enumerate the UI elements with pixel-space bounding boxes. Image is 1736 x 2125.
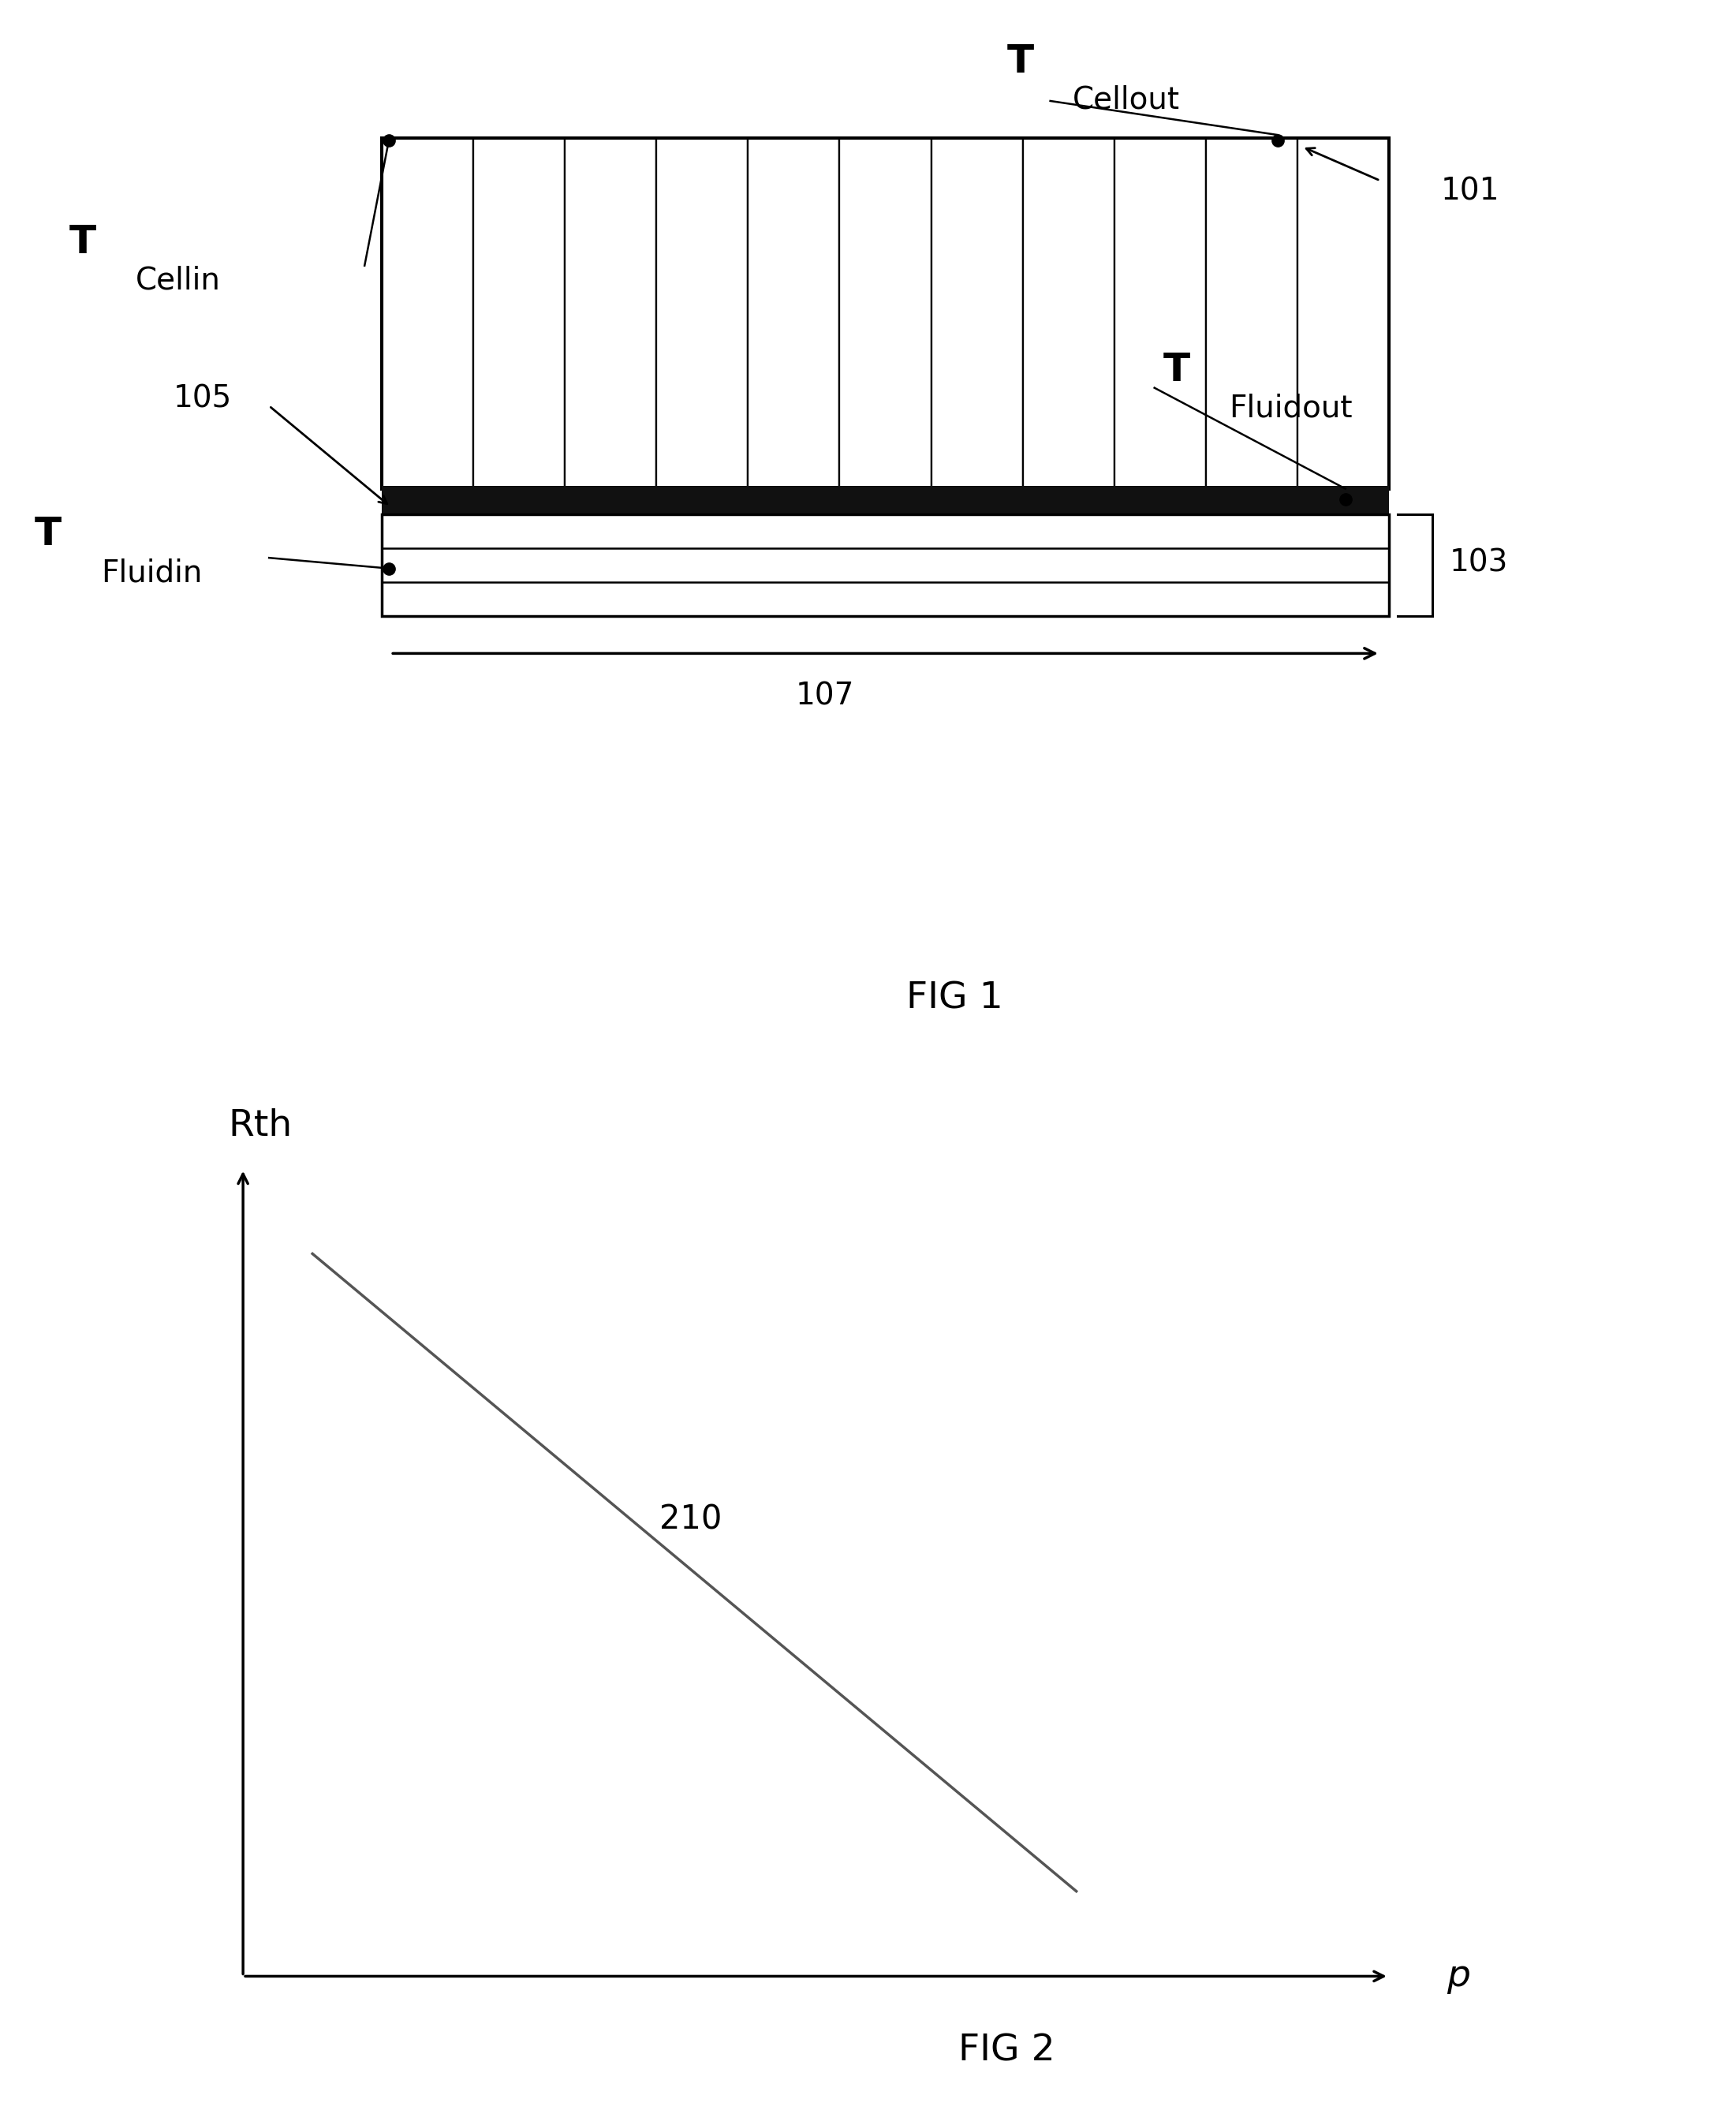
Text: 107: 107: [795, 680, 854, 712]
Bar: [474, 138, 564, 489]
Text: p: p: [1446, 1959, 1470, 1993]
Bar: [1207, 138, 1297, 489]
Text: 105: 105: [174, 382, 233, 414]
Bar: [1115, 138, 1207, 489]
Bar: [1023, 138, 1115, 489]
Text: Cellout: Cellout: [1073, 85, 1180, 115]
Text: T: T: [1163, 351, 1191, 389]
Bar: [564, 138, 656, 489]
Bar: [748, 138, 840, 489]
Bar: [1297, 138, 1389, 489]
Text: Fluidout: Fluidout: [1229, 393, 1352, 423]
Text: Cellin: Cellin: [135, 266, 220, 295]
Text: T: T: [35, 516, 62, 552]
Bar: [656, 138, 748, 489]
Text: FIG 2: FIG 2: [958, 2034, 1055, 2068]
Text: 103: 103: [1450, 548, 1509, 578]
Bar: [382, 487, 1389, 516]
Text: 210: 210: [660, 1502, 722, 1536]
Text: T: T: [1007, 43, 1035, 81]
Bar: [382, 138, 474, 489]
Bar: [382, 138, 1389, 489]
Bar: [930, 138, 1023, 489]
Bar: [382, 514, 1389, 616]
Bar: [840, 138, 930, 489]
Text: Fluidin: Fluidin: [101, 559, 201, 589]
Text: 101: 101: [1441, 176, 1500, 206]
Text: T: T: [69, 223, 97, 261]
Text: Rth: Rth: [229, 1109, 292, 1143]
Text: FIG 1: FIG 1: [906, 982, 1003, 1016]
